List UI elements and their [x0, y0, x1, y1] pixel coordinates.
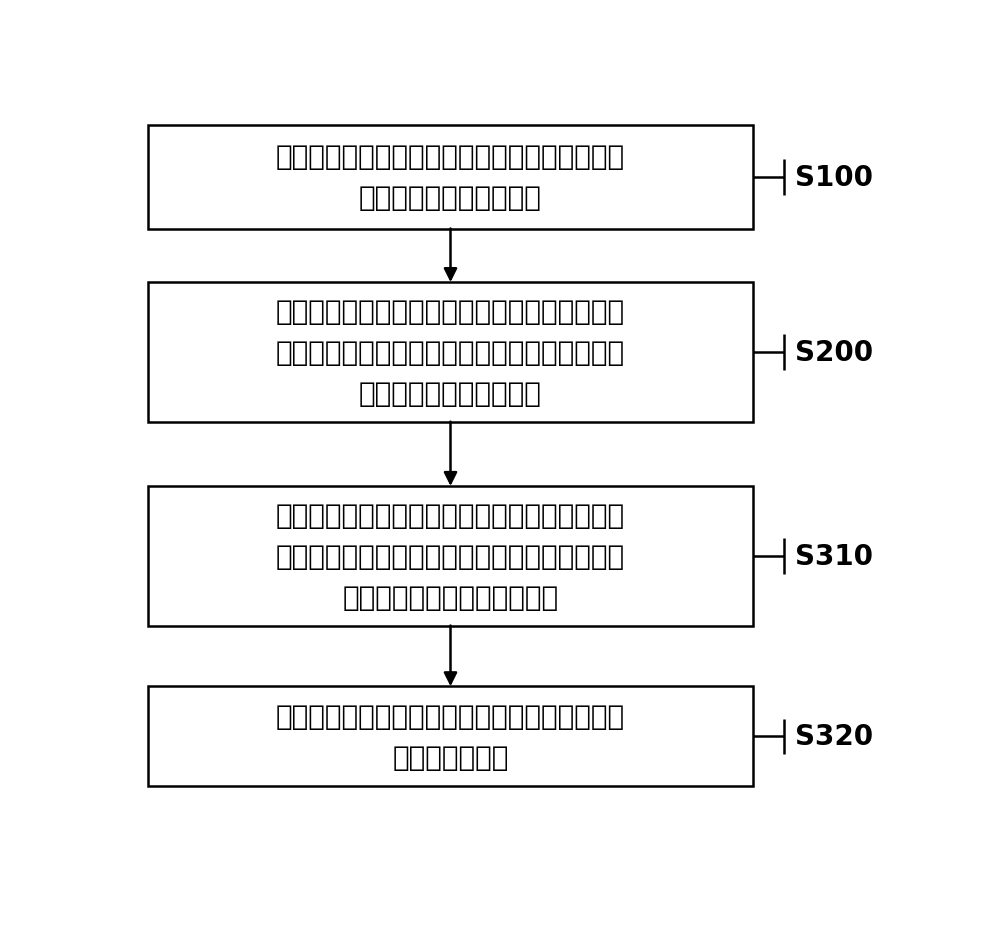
Bar — [148, 125, 753, 229]
Text: 将液晶显示器的显示面板内需要进行灰阶切换的
像素确定为待处理像素区: 将液晶显示器的显示面板内需要进行灰阶切换的 像素确定为待处理像素区 — [276, 143, 625, 212]
Text: S200: S200 — [795, 339, 874, 367]
Bar — [148, 283, 753, 422]
Text: S100: S100 — [795, 163, 873, 191]
Text: S310: S310 — [795, 542, 873, 570]
Text: 根据待处理显示区域的像素的灰阶值，来调节待
调光区域的亮度: 根据待处理显示区域的像素的灰阶值，来调节待 调光区域的亮度 — [276, 702, 625, 771]
Text: 根据显示面板中的像素与背光源中的背光区域的
对应关系，将背光源中与待处理像素区对应的背
光区域确定为待调光区域: 根据显示面板中的像素与背光源中的背光区域的 对应关系，将背光源中与待处理像素区对… — [276, 297, 625, 407]
Text: 根据显示面板中的像素与背光源中的背光区域的
对应关系，将显示面板中与待调光区域对应的显
示区域确定为待处理显示区域: 根据显示面板中的像素与背光源中的背光区域的 对应关系，将显示面板中与待调光区域对… — [276, 501, 625, 612]
Bar — [148, 486, 753, 625]
Text: S320: S320 — [795, 723, 874, 751]
Bar — [148, 687, 753, 787]
